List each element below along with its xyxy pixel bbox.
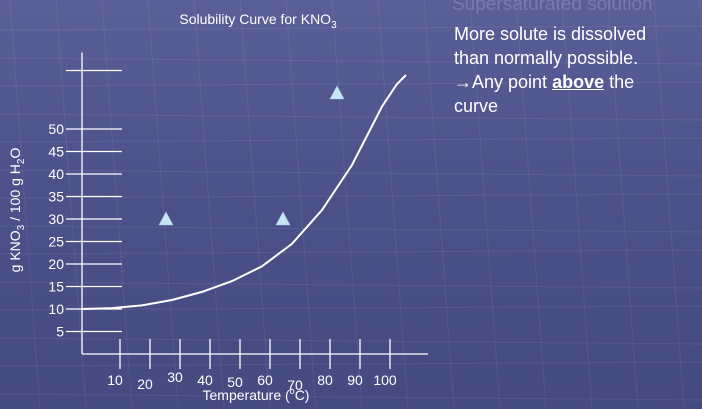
note-emphasis-above: above [552, 72, 605, 92]
x-axis-label-pre: Temperature ( [203, 387, 290, 403]
x-tick-label: 20 [137, 376, 153, 392]
x-tick-label: 90 [347, 372, 363, 388]
x-axis-label: Temperature (oC) [203, 386, 310, 403]
y-tick-label: 20 [48, 256, 64, 272]
y-tick-label: 45 [48, 144, 64, 160]
y-tick-label: 5 [56, 324, 64, 340]
y-tick-label: 35 [48, 189, 64, 205]
chart-title-sub: 3 [331, 20, 337, 31]
data-point-triangle [158, 211, 174, 226]
x-tick-label: 100 [373, 372, 397, 388]
explanation-text: More solute is dissolved than normally p… [454, 22, 700, 118]
note-line-3-post: the [604, 72, 635, 92]
x-tick-label: 80 [317, 372, 333, 388]
y-axis-label: g KNO3 / 100 g H2O [7, 148, 27, 273]
y-axis-label-a: g KNO [7, 230, 23, 272]
y-tick-label: 30 [48, 211, 64, 227]
chart-title-main: Solubility Curve for KNO [179, 11, 331, 27]
y-tick-label: 40 [48, 166, 64, 182]
note-line-4: curve [454, 96, 499, 116]
x-tick-label: 10 [107, 372, 123, 388]
x-tick-label: 60 [257, 372, 273, 388]
x-tick-label: 70 [287, 377, 303, 393]
y-tick-label: 25 [48, 234, 64, 250]
y-axis-label-c: O [7, 148, 23, 159]
note-line-2: than normally possible. [454, 48, 639, 68]
y-tick-label: 15 [48, 279, 64, 295]
y-tick-label: 50 [48, 121, 64, 137]
solubility-chart: Solubility Curve for KNO3 g KNO3 / 100 g… [7, 11, 428, 403]
y-axis-label-b: / 100 g H [7, 164, 23, 225]
note-line-3: →Any point above the [454, 70, 700, 94]
x-axis-label-sup: o [290, 386, 295, 396]
x-axis-label-post: C) [295, 387, 310, 403]
arrow-symbol: → [454, 72, 472, 92]
faded-slide-heading: Supersaturated solution [452, 0, 653, 15]
note-line-3-pre: Any point [472, 72, 553, 92]
x-tick-label: 30 [167, 369, 183, 385]
data-point-triangle [275, 211, 291, 226]
solubility-curve [81, 74, 407, 310]
data-point-triangle [329, 85, 345, 100]
y-tick-label: 10 [48, 301, 64, 317]
y-axis-label-sub1: 3 [16, 224, 27, 230]
y-axis-label-sub2: 2 [16, 158, 27, 164]
note-line-1: More solute is dissolved [454, 24, 647, 44]
x-tick-label: 50 [227, 374, 243, 390]
x-tick-label: 40 [197, 372, 213, 388]
chart-title: Solubility Curve for KNO3 [179, 11, 337, 31]
